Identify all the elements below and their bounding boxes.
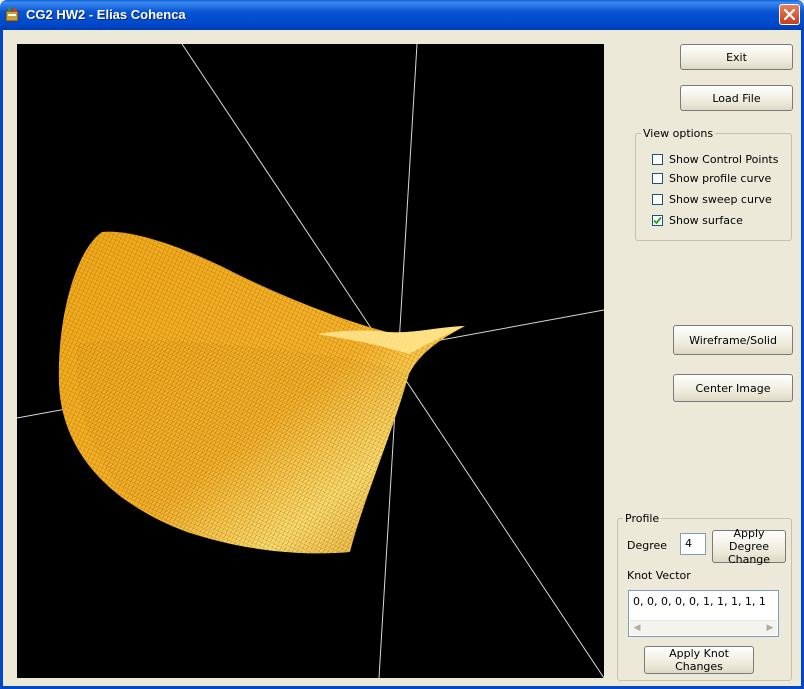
checkbox-label: Show Control Points [669,153,778,166]
close-button[interactable] [779,4,800,25]
checkbox-box[interactable] [652,173,663,184]
knot-vector-label: Knot Vector [627,569,691,582]
checkbox-box[interactable] [652,154,663,165]
app-icon [4,6,20,22]
profile-title: Profile [623,512,661,525]
show-control-points-checkbox[interactable]: Show Control Points [652,153,778,166]
nurbs-surface [59,232,465,554]
show-surface-checkbox[interactable]: Show surface [652,214,743,227]
window-title: CG2 HW2 - Elias Cohenca [26,7,186,22]
window-frame-left [0,30,3,689]
center-image-button[interactable]: Center Image [673,374,793,402]
knot-vector-value: 0, 0, 0, 0, 0, 1, 1, 1, 1, 1 [633,595,766,608]
scroll-right-icon[interactable]: ▶ [763,621,777,635]
checkbox-box[interactable] [652,215,663,226]
degree-label: Degree [627,539,667,552]
load-file-button[interactable]: Load File [680,85,793,111]
close-icon [784,9,795,20]
show-profile-curve-checkbox[interactable]: Show profile curve [652,172,771,185]
render-viewport[interactable] [17,44,604,678]
horizontal-scrollbar[interactable]: ◀ ▶ [630,620,777,635]
checkbox-label: Show profile curve [669,172,771,185]
scroll-left-icon[interactable]: ◀ [630,621,644,635]
checkmark-icon [653,216,662,225]
view-options-title: View options [641,127,715,140]
apply-degree-button[interactable]: Apply Degree Change [712,530,786,563]
exit-button[interactable]: Exit [680,44,793,70]
show-sweep-curve-checkbox[interactable]: Show sweep curve [652,193,772,206]
degree-input[interactable]: 4 [680,533,706,555]
knot-vector-input[interactable]: 0, 0, 0, 0, 0, 1, 1, 1, 1, 1 ◀ ▶ [628,590,779,637]
title-bar: CG2 HW2 - Elias Cohenca [0,0,804,30]
surface-render [17,44,604,678]
checkbox-box[interactable] [652,194,663,205]
wireframe-solid-button[interactable]: Wireframe/Solid [673,325,793,355]
checkbox-label: Show sweep curve [669,193,772,206]
checkbox-label: Show surface [669,214,743,227]
apply-knot-changes-button[interactable]: Apply Knot Changes [644,646,754,674]
